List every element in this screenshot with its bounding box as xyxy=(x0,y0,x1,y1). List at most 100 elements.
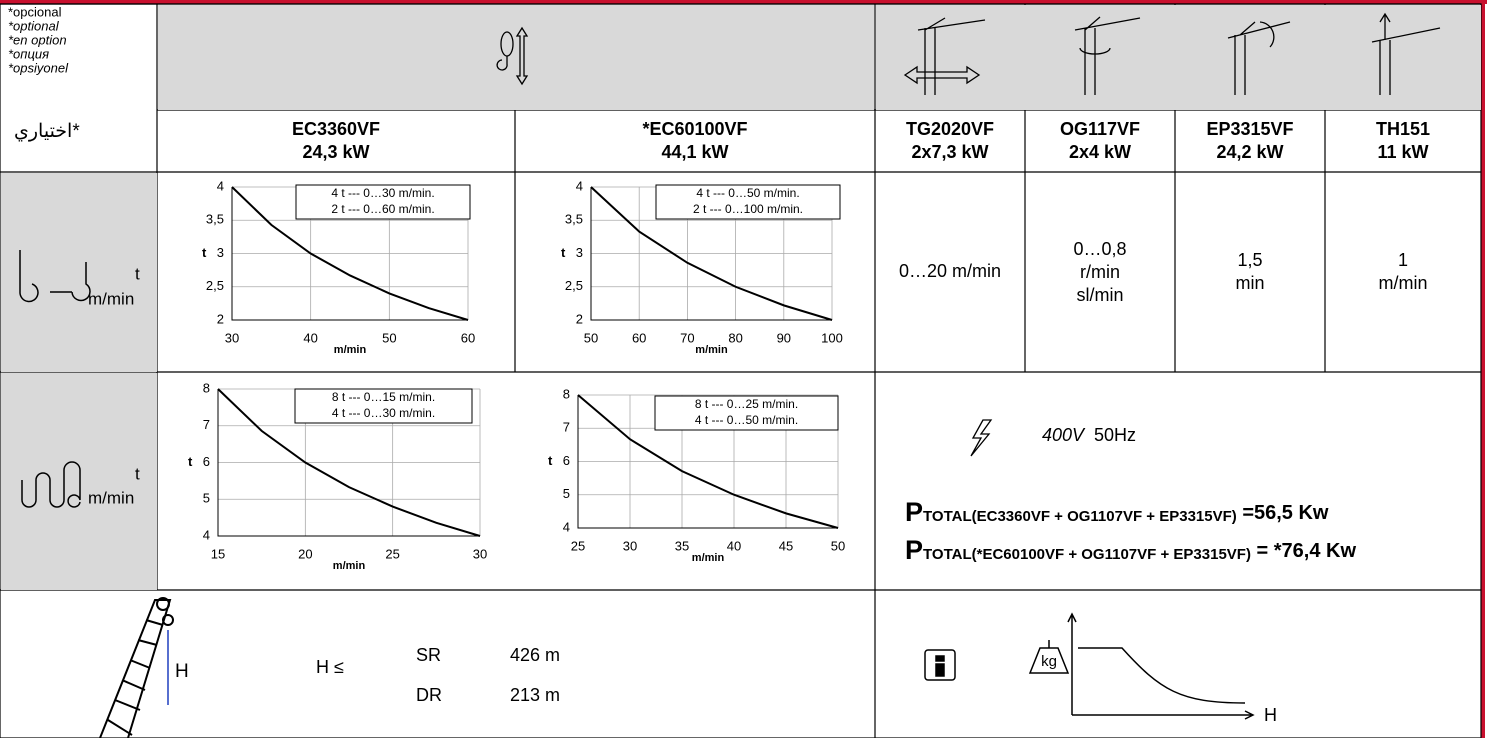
y-tick-label: 5 xyxy=(563,486,570,501)
legend-text: 4 t --- 0…50 m/min. xyxy=(696,186,799,200)
x-axis-label: m/min xyxy=(334,344,367,356)
speed-value: m/min xyxy=(1379,273,1428,293)
y-axis-label: t xyxy=(202,245,207,260)
x-tick-label: 50 xyxy=(831,538,845,553)
model-power: 2x4 kW xyxy=(1069,142,1131,162)
supply-voltage: 400V xyxy=(1042,425,1086,445)
model-power: 44,1 kW xyxy=(661,142,728,162)
speed-value: 1 xyxy=(1398,250,1408,270)
x-axis-label: m/min xyxy=(695,344,728,356)
x-tick-label: 30 xyxy=(623,538,637,553)
y-tick-label: 8 xyxy=(563,386,570,401)
x-tick-label: 50 xyxy=(584,330,598,345)
speed-value: min xyxy=(1235,273,1264,293)
y-tick-label: 6 xyxy=(203,454,210,469)
header-shade xyxy=(158,5,874,110)
unit-top: t xyxy=(135,464,140,483)
model-name: *EC60100VF xyxy=(642,119,747,139)
model-name: OG117VF xyxy=(1060,119,1140,139)
legend-text: 2 t --- 0…60 m/min. xyxy=(331,202,434,216)
optional-label: *opcional xyxy=(8,4,62,19)
axis-label: H xyxy=(1264,705,1277,725)
legend-text: 8 t --- 0…15 m/min. xyxy=(332,390,435,404)
power-result: =56,5 Kw xyxy=(1237,502,1329,524)
model-power: 24,2 kW xyxy=(1216,142,1283,162)
table-grid xyxy=(0,4,1481,738)
legend-text: 2 t --- 0…100 m/min. xyxy=(693,202,803,216)
reeving: DR xyxy=(416,685,442,705)
row-shade xyxy=(1,373,157,590)
model-name: EC3360VF xyxy=(292,119,380,139)
optional-label: *optional xyxy=(8,18,60,33)
y-tick-label: 4 xyxy=(203,527,210,542)
y-axis-label: t xyxy=(188,454,193,469)
unit-top: t xyxy=(135,264,140,283)
optional-label: *en option xyxy=(8,32,67,47)
x-tick-label: 15 xyxy=(211,546,225,561)
speed-value: 1,5 xyxy=(1237,250,1262,270)
power-subscript: TOTAL(*EC60100VF + OG1107VF + EP3315VF) xyxy=(923,546,1251,563)
optional-label: *опция xyxy=(8,46,49,61)
y-tick-label: 2,5 xyxy=(206,278,224,293)
legend-text: 4 t --- 0…50 m/min. xyxy=(695,413,798,427)
height-value: 426 m xyxy=(510,645,560,665)
power-symbol: P xyxy=(905,535,923,565)
optional-label-arabic: اختياري* xyxy=(14,121,80,142)
unit-bottom: m/min xyxy=(88,289,134,308)
x-tick-label: 25 xyxy=(571,538,585,553)
y-tick-label: 6 xyxy=(563,453,570,468)
model-power: 11 kW xyxy=(1377,142,1428,162)
x-tick-label: 70 xyxy=(680,330,694,345)
power-total: PTOTAL(EC3360VF + OG1107VF + EP3315VF) =… xyxy=(905,497,1329,527)
model-name: TG2020VF xyxy=(906,119,994,139)
speed-value: sl/min xyxy=(1076,285,1123,305)
y-tick-label: 2,5 xyxy=(565,278,583,293)
x-tick-label: 25 xyxy=(385,546,399,561)
y-tick-label: 7 xyxy=(563,420,570,435)
unit-bottom: m/min xyxy=(88,488,134,507)
legend-text: 8 t --- 0…25 m/min. xyxy=(695,397,798,411)
y-tick-label: 4 xyxy=(576,178,583,193)
x-tick-label: 50 xyxy=(382,330,396,345)
legend-text: 4 t --- 0…30 m/min. xyxy=(332,406,435,420)
x-tick-label: 90 xyxy=(777,330,791,345)
power-symbol: P xyxy=(905,497,923,527)
power-subscript: TOTAL(EC3360VF + OG1107VF + EP3315VF) xyxy=(923,508,1237,525)
y-tick-label: 4 xyxy=(563,519,570,534)
speed-value: 0…0,8 xyxy=(1073,239,1126,259)
speed-value: r/min xyxy=(1080,262,1120,282)
y-axis-label: t xyxy=(548,453,553,468)
lattice-boom-icon xyxy=(100,598,173,738)
y-tick-label: 3,5 xyxy=(565,212,583,227)
load-diagram-icon xyxy=(925,614,1253,719)
x-tick-label: 80 xyxy=(728,330,742,345)
supply-frequency: 50Hz xyxy=(1094,425,1136,445)
height-condition: H ≤ xyxy=(316,657,344,677)
x-tick-label: 20 xyxy=(298,546,312,561)
model-name: EP3315VF xyxy=(1206,119,1293,139)
power-total: PTOTAL(*EC60100VF + OG1107VF + EP3315VF)… xyxy=(905,535,1356,565)
x-tick-label: 35 xyxy=(675,538,689,553)
model-power: 2x7,3 kW xyxy=(911,142,988,162)
y-tick-label: 4 xyxy=(217,178,224,193)
height-value: 213 m xyxy=(510,685,560,705)
optional-label: *opsiyonel xyxy=(8,60,69,75)
x-tick-label: 30 xyxy=(473,546,487,561)
weight-label: kg xyxy=(1041,653,1057,670)
y-tick-label: 8 xyxy=(203,380,210,395)
data-sheet: *opcional*optional*en option*опция*opsiy… xyxy=(0,0,1487,738)
x-axis-label: m/min xyxy=(333,560,366,572)
model-name: TH151 xyxy=(1376,119,1430,139)
y-axis-label: t xyxy=(561,245,566,260)
x-tick-label: 60 xyxy=(632,330,646,345)
x-tick-label: 40 xyxy=(303,330,317,345)
row-shade xyxy=(1,173,157,372)
y-tick-label: 7 xyxy=(203,417,210,432)
model-power: 24,3 kW xyxy=(302,142,369,162)
x-tick-label: 60 xyxy=(461,330,475,345)
y-tick-label: 2 xyxy=(576,311,583,326)
y-tick-label: 3,5 xyxy=(206,212,224,227)
x-tick-label: 100 xyxy=(821,330,843,345)
reeving: SR xyxy=(416,645,441,665)
y-tick-label: 5 xyxy=(203,491,210,506)
